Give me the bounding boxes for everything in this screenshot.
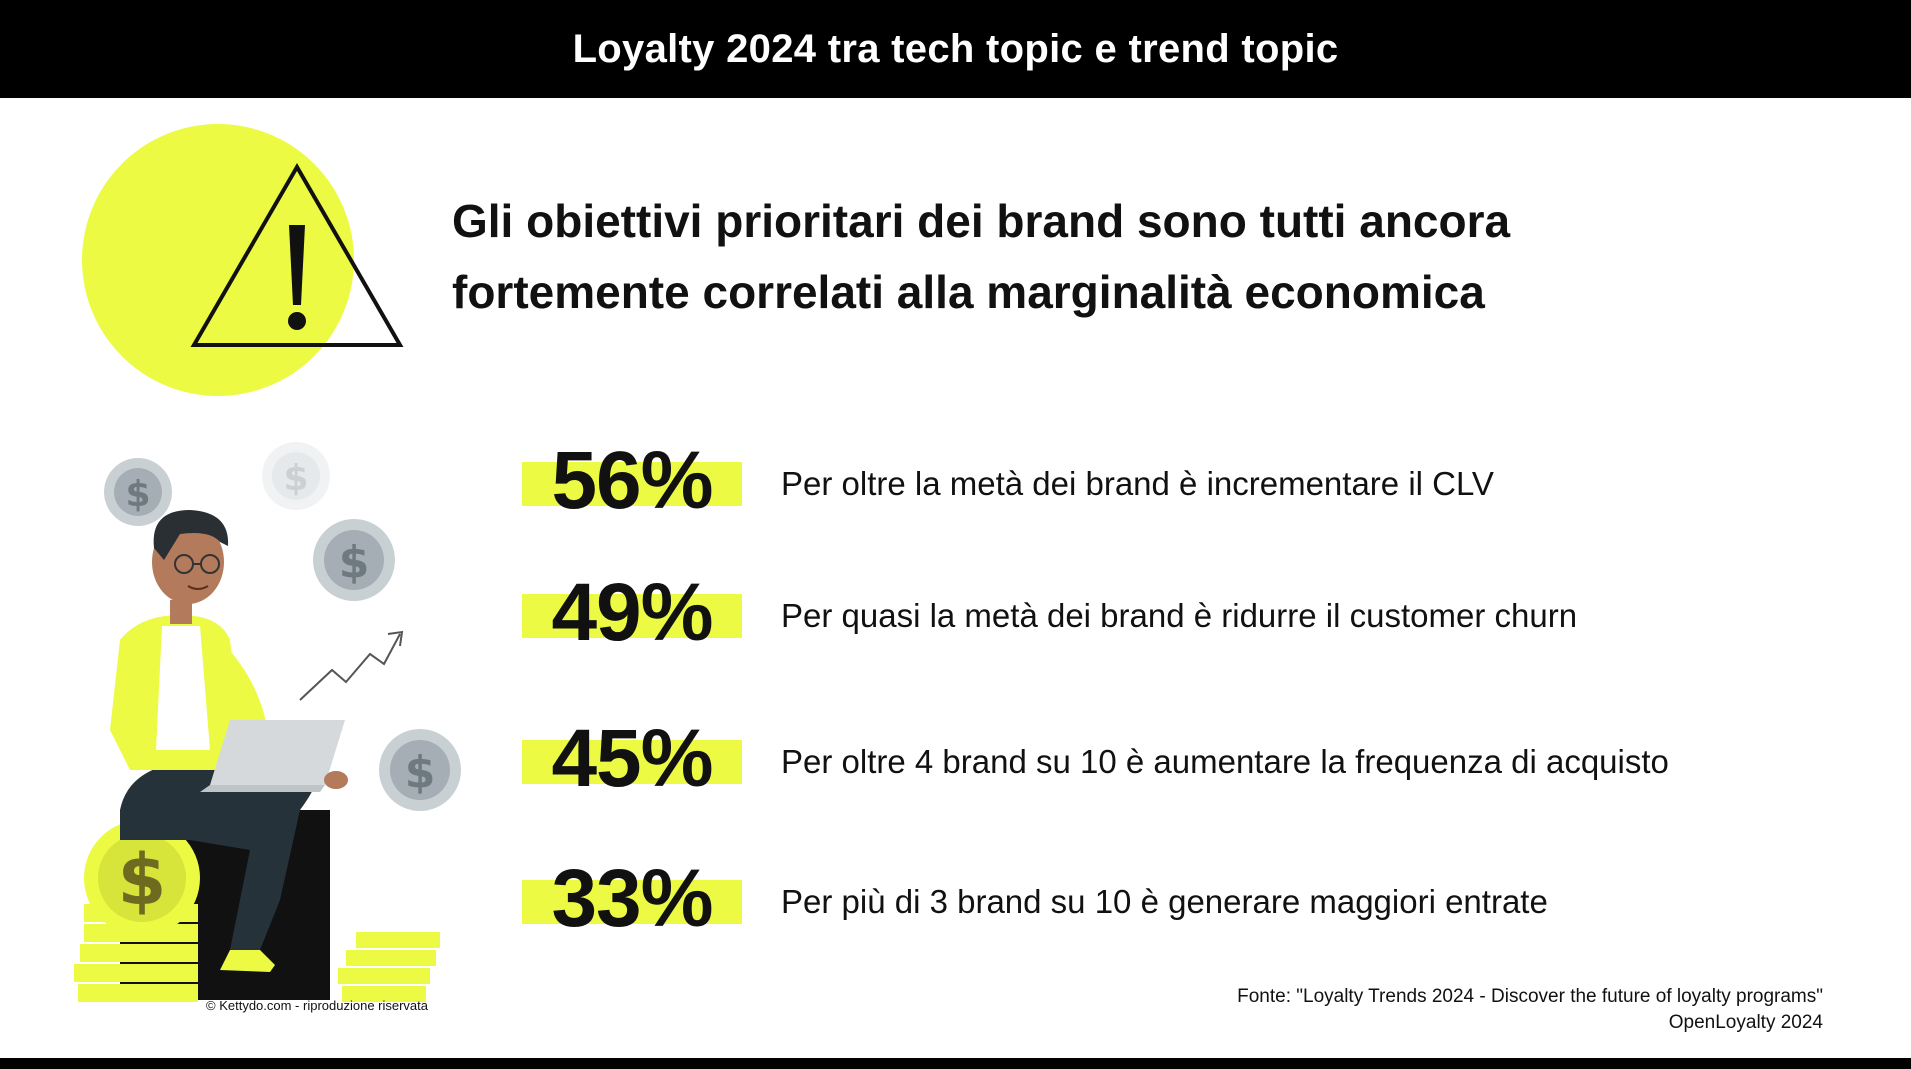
coin-stack [338, 932, 440, 1002]
stat-highlight [522, 740, 742, 784]
source-line-2: OpenLoyalty 2024 [1668, 1012, 1823, 1033]
stat-highlight [522, 880, 742, 924]
stat-description: Per più di 3 brand su 10 è generare magg… [781, 883, 1548, 920]
headline-line-2: fortemente correlati alla marginalità ec… [452, 266, 1485, 318]
svg-text:$: $ [283, 458, 308, 499]
stat-description: Per oltre 4 brand su 10 è aumentare la f… [781, 743, 1669, 780]
coin-icon: $ [379, 729, 461, 811]
stat-row: 33% Per più di 3 brand su 10 è generare … [522, 850, 1822, 950]
svg-text:$: $ [118, 839, 167, 921]
copyright-credit: © Kettydo.com - riproduzione riservata [206, 998, 429, 1013]
svg-text:$: $ [339, 537, 370, 588]
svg-text:$: $ [125, 474, 150, 515]
person [110, 510, 348, 972]
page-title: Loyalty 2024 tra tech topic e trend topi… [572, 26, 1339, 71]
stat-percent: 45% [551, 713, 713, 804]
svg-text:$: $ [405, 747, 436, 798]
headline: Gli obiettivi prioritari dei brand sono … [452, 186, 1752, 328]
coin-stack: $ [74, 820, 200, 1002]
source-citation: Fonte: "Loyalty Trends 2024 - Discover t… [1237, 984, 1823, 1036]
person-laptop-coins-illustration: $ $ $ $ $ [74, 442, 461, 1002]
stat-percent: 56% [551, 435, 713, 526]
stat-row: 56% Per oltre la metà dei brand è increm… [522, 432, 1822, 532]
coin-icon: $ [313, 519, 395, 601]
stat-description: Per oltre la metà dei brand è incrementa… [781, 465, 1494, 502]
warning-triangle-icon [82, 124, 404, 396]
stat-percent: 49% [551, 567, 713, 658]
stat-description: Per quasi la metà dei brand è ridurre il… [781, 597, 1578, 634]
bottom-bar [0, 1058, 1911, 1069]
title-bar: Loyalty 2024 tra tech topic e trend topi… [0, 0, 1911, 98]
stat-highlight [522, 594, 742, 638]
coin-icon: $ [104, 458, 172, 526]
stat-row: 49% Per quasi la metà dei brand è ridurr… [522, 564, 1822, 664]
stat-highlight [522, 462, 742, 506]
source-line-1: Fonte: "Loyalty Trends 2024 - Discover t… [1237, 986, 1823, 1007]
coin-icon: $ [262, 442, 330, 510]
stat-percent: 33% [551, 853, 713, 944]
stat-row: 45% Per oltre 4 brand su 10 è aumentare … [522, 710, 1822, 810]
headline-line-1: Gli obiettivi prioritari dei brand sono … [452, 195, 1511, 247]
